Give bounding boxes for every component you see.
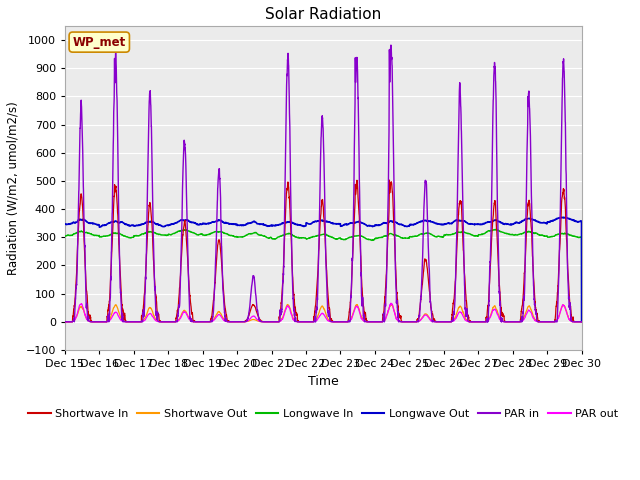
Legend: Shortwave In, Shortwave Out, Longwave In, Longwave Out, PAR in, PAR out: Shortwave In, Shortwave Out, Longwave In… [24, 404, 623, 423]
Y-axis label: Radiation (W/m2, umol/m2/s): Radiation (W/m2, umol/m2/s) [7, 101, 20, 275]
Title: Solar Radiation: Solar Radiation [265, 7, 381, 22]
Text: WP_met: WP_met [73, 36, 126, 48]
X-axis label: Time: Time [308, 374, 339, 387]
